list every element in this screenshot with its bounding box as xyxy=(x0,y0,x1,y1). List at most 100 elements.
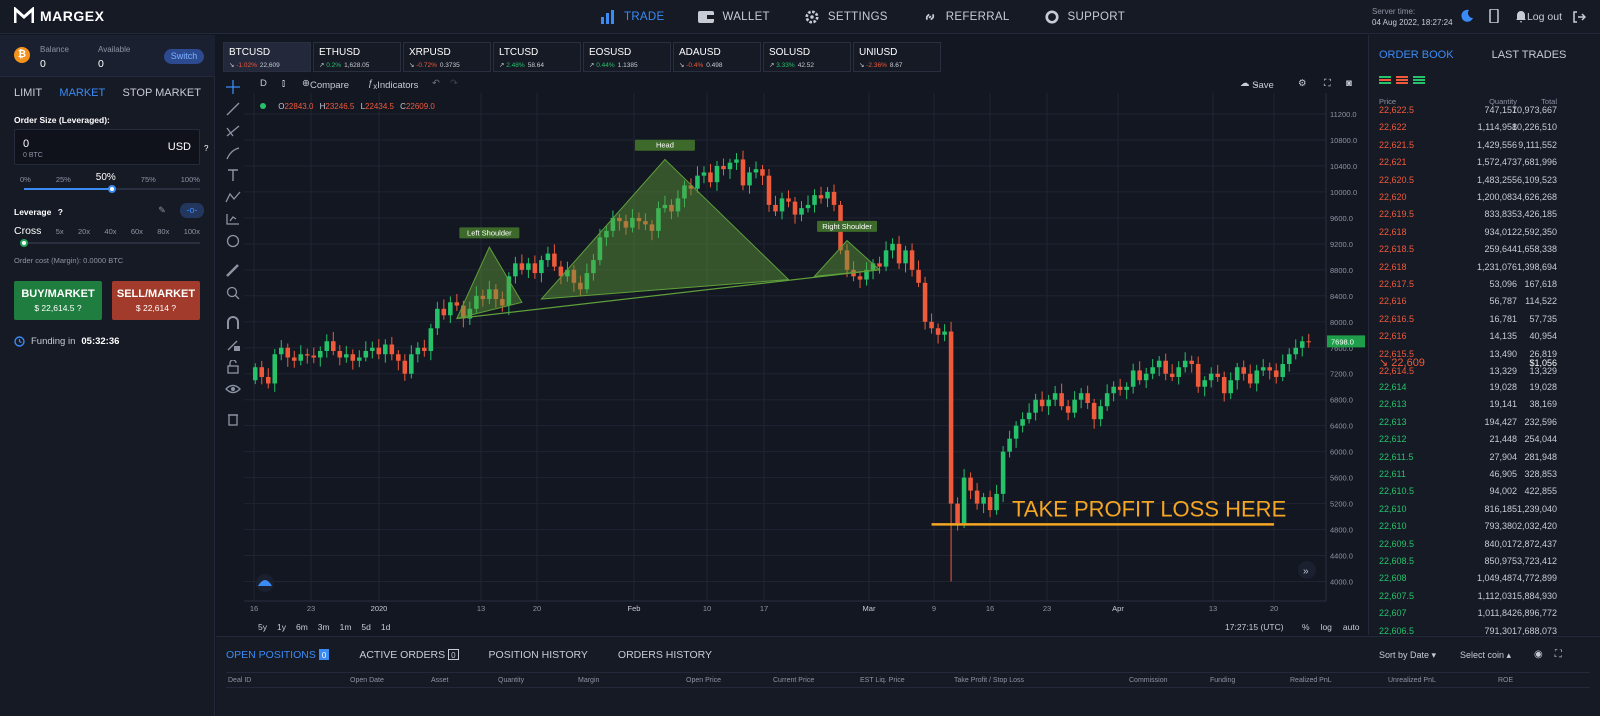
ask-row[interactable]: 22,614.5 13,329 13,329 xyxy=(1379,366,1557,380)
timeframe-button[interactable]: 1d xyxy=(380,622,391,632)
crosshair-icon[interactable] xyxy=(225,80,241,94)
lock-icon[interactable] xyxy=(225,360,241,374)
expand-icon[interactable]: ⛶ xyxy=(1554,649,1562,660)
ask-row[interactable]: 22,616.5 16,781 57,735 xyxy=(1379,314,1557,328)
bid-row[interactable]: 22,608 1,049,487 4,772,899 xyxy=(1379,573,1557,587)
bid-row[interactable]: 22,606.5 791,301 7,688,073 xyxy=(1379,626,1557,635)
sell-market-button[interactable]: SELL/MARKET $ 22,614 ? xyxy=(112,281,200,320)
ask-row[interactable]: 22,618.5 259,644 1,658,338 xyxy=(1379,244,1557,258)
ticker-ethusd[interactable]: ETHUSD ↗ 0.2% 1,628.05 xyxy=(313,42,401,72)
ask-row[interactable]: 22,622.5 747,157 10,973,667 xyxy=(1379,105,1557,119)
text-tool-icon[interactable] xyxy=(225,168,241,182)
pencil-icon[interactable]: ✎ xyxy=(158,205,166,215)
bid-row[interactable]: 22,607.5 1,112,031 5,884,930 xyxy=(1379,591,1557,605)
nav-settings[interactable]: SETTINGS xyxy=(804,10,888,24)
percent-option[interactable]: 25% xyxy=(55,175,71,184)
percent-option[interactable]: 0% xyxy=(20,175,31,184)
fullscreen-icon[interactable]: ⛶ xyxy=(1324,78,1331,89)
nav-trade[interactable]: TRADE xyxy=(600,10,664,24)
tab-position-history[interactable]: POSITION HISTORY xyxy=(488,649,588,661)
ruler-icon[interactable] xyxy=(225,264,241,278)
order-size-help-icon[interactable]: ? xyxy=(204,144,209,153)
compare-button[interactable]: ⊕ Compare xyxy=(302,78,350,91)
leverage-option[interactable]: 40x xyxy=(104,226,117,236)
tab-stop-market[interactable]: STOP MARKET xyxy=(122,87,201,99)
size-slider-knob[interactable] xyxy=(108,185,116,193)
leverage-slider[interactable] xyxy=(24,242,200,244)
bid-row[interactable]: 22,610.5 94,002 422,855 xyxy=(1379,486,1557,500)
tab-limit[interactable]: LIMIT xyxy=(14,87,43,99)
tab-orders-history[interactable]: ORDERS HISTORY xyxy=(617,649,713,661)
candle-type-icon[interactable]: ⫾ xyxy=(282,78,286,89)
timeframe-button[interactable]: 3m xyxy=(317,622,330,632)
indicators-button[interactable]: ƒx Indicators xyxy=(368,78,419,91)
bid-row[interactable]: 22,613 194,427 232,596 xyxy=(1379,417,1557,431)
zoom-icon[interactable] xyxy=(225,286,241,300)
percent-option[interactable]: 75% xyxy=(140,175,156,184)
ask-row[interactable]: 22,621 1,572,473 7,681,996 xyxy=(1379,157,1557,171)
timeframe-button[interactable]: 6m xyxy=(295,622,308,632)
nav-wallet[interactable]: WALLET xyxy=(698,10,770,24)
emoji-icon[interactable] xyxy=(225,234,241,248)
brush-icon[interactable] xyxy=(225,146,241,160)
auto-scale-toggle[interactable]: auto xyxy=(1342,622,1360,632)
ask-row[interactable]: 22,620.5 1,483,255 6,109,523 xyxy=(1379,175,1557,189)
bid-row[interactable]: 22,608.5 850,975 3,723,412 xyxy=(1379,556,1557,570)
bid-row[interactable]: 22,610 793,380 2,032,420 xyxy=(1379,521,1557,535)
settings-icon[interactable]: ⚙ xyxy=(1298,78,1307,89)
trendline-icon[interactable] xyxy=(225,102,241,116)
ticker-uniusd[interactable]: UNIUSD ↘ -2.36% 8.67 xyxy=(853,42,941,72)
ask-row[interactable]: 22,620 1,200,083 4,626,268 xyxy=(1379,192,1557,206)
redo-icon[interactable]: ↷ xyxy=(450,78,458,89)
leverage-option[interactable]: 100x xyxy=(183,226,200,236)
ticker-ltcusd[interactable]: LTCUSD ↗ 2.48% 58.64 xyxy=(493,42,581,72)
bell-icon[interactable] xyxy=(1514,9,1528,23)
tab-active-orders[interactable]: ACTIVE ORDERS 0 xyxy=(359,649,459,661)
bid-row[interactable]: 22,607 1,011,842 6,896,772 xyxy=(1379,608,1557,622)
leverage-help-icon[interactable]: ? xyxy=(57,207,63,217)
trash-icon[interactable] xyxy=(225,412,241,426)
nav-referral[interactable]: REFERRAL xyxy=(922,10,1010,24)
switch-button[interactable]: Switch xyxy=(164,49,204,64)
logout-icon[interactable] xyxy=(1572,10,1586,24)
ticker-eosusd[interactable]: EOSUSD ↗ 0.44% 1.1385 xyxy=(583,42,671,72)
sort-dropdown[interactable]: Sort by Date ▾ xyxy=(1379,650,1437,660)
magnet-icon[interactable] xyxy=(225,316,241,330)
size-slider[interactable] xyxy=(24,185,200,193)
ask-row[interactable]: 22,619.5 833,835 3,426,185 xyxy=(1379,209,1557,223)
tab-order-book[interactable]: ORDER BOOK xyxy=(1379,49,1454,61)
cross-option[interactable]: Cross xyxy=(14,225,42,237)
bid-row[interactable]: 22,614 19,028 19,028 xyxy=(1379,382,1557,396)
nav-support[interactable]: SUPPORT xyxy=(1044,10,1125,24)
leverage-option[interactable]: 60x xyxy=(130,226,143,236)
ticker-solusd[interactable]: SOLUSD ↗ 3.33% 42.52 xyxy=(763,42,851,72)
undo-icon[interactable]: ↶ xyxy=(432,78,440,89)
save-button[interactable]: ☁ Save ⌄ xyxy=(1240,78,1274,91)
book-bids-icon[interactable] xyxy=(1413,76,1425,84)
ask-row[interactable]: 22,622 1,114,958 10,226,510 xyxy=(1379,122,1557,136)
ticker-btcusd[interactable]: BTCUSD ↘ -1.02% 22,609 xyxy=(223,42,311,72)
price-chart[interactable]: 11200.0 10800.0 10400.0 10000.0 9600.0 9200.0… xyxy=(244,93,1366,615)
fib-icon[interactable] xyxy=(225,124,241,138)
select-coin-dropdown[interactable]: Select coin ▴ xyxy=(1460,650,1512,660)
order-size-currency[interactable]: USD xyxy=(167,141,191,153)
slider-mode-icon[interactable]: -o- xyxy=(180,203,204,218)
ticker-xrpusd[interactable]: XRPUSD ↘ -0.72% 0.3735 xyxy=(403,42,491,72)
ask-row[interactable]: 22,621.5 1,429,556 9,111,552 xyxy=(1379,140,1557,154)
pattern-icon[interactable] xyxy=(225,190,241,204)
mobile-icon[interactable] xyxy=(1487,9,1501,23)
leverage-option[interactable]: 5x xyxy=(55,226,64,236)
timeframe-button[interactable]: 1y xyxy=(276,622,286,632)
bid-row[interactable]: 22,611 46,905 328,853 xyxy=(1379,469,1557,483)
ask-row[interactable]: 22,615.5 13,490 26,819 xyxy=(1379,349,1557,363)
book-both-icon[interactable] xyxy=(1379,76,1391,84)
bid-row[interactable]: 22,611.5 27,904 281,948 xyxy=(1379,452,1557,466)
timeframe-button[interactable]: 1m xyxy=(339,622,352,632)
timeframe-button[interactable]: 5d xyxy=(361,622,371,632)
percent-option[interactable]: 100% xyxy=(180,175,200,184)
buy-market-button[interactable]: BUY/MARKET $ 22,614.5 ? xyxy=(14,281,102,320)
bid-row[interactable]: 22,610 816,185 1,239,040 xyxy=(1379,504,1557,518)
bid-row[interactable]: 22,609.5 840,017 2,872,437 xyxy=(1379,539,1557,553)
camera-icon[interactable]: ◙ xyxy=(1346,78,1352,89)
ticker-adausd[interactable]: ADAUSD ↘ -0.4% 0.498 xyxy=(673,42,761,72)
